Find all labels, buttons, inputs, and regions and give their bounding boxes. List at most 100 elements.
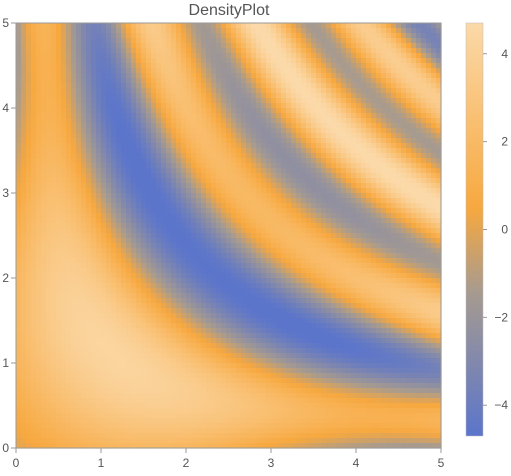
heat-cell [306,198,312,204]
heat-cell [246,228,252,234]
heat-cell [241,48,247,54]
heat-cell [171,338,177,344]
heat-cell [56,218,62,224]
heat-cell [296,153,302,159]
heat-cell [246,253,252,259]
heat-cell [191,338,197,344]
heat-cell [296,348,302,354]
heat-cell [201,238,207,244]
heat-cell [66,118,72,124]
heat-cell [241,128,247,134]
heat-cell [296,278,302,284]
heat-cell [151,138,157,144]
heat-cell [181,298,187,304]
heat-cell [236,278,242,284]
heat-cell [16,378,22,384]
heat-cell [251,58,257,64]
heat-cell [216,408,222,414]
heat-cell [196,413,202,419]
heat-cell [146,48,152,54]
heat-cell [16,103,22,109]
heat-cell [141,398,147,404]
heat-cell [306,303,312,309]
heat-cell [296,323,302,329]
heat-cell [196,148,202,154]
heat-cell [156,433,162,439]
heat-cell [286,248,292,254]
heat-cell [81,133,87,139]
heat-cell [216,208,222,214]
heat-cell [211,103,217,109]
heat-cell [206,328,212,334]
heat-cell [106,168,112,174]
heat-cell [251,303,257,309]
heat-cell [226,73,232,79]
heat-cell [201,198,207,204]
heat-cell [51,348,57,354]
heat-cell [61,333,67,339]
heat-cell [256,388,262,394]
heat-cell [156,253,162,259]
heat-cell [31,128,37,134]
heat-cell [26,378,32,384]
heat-cell [121,48,127,54]
heat-cell [276,128,282,134]
heat-cell [186,143,192,149]
heat-cell [66,128,72,134]
heat-cell [156,118,162,124]
heat-cell [21,43,27,49]
heat-cell [286,208,292,214]
heat-cell [186,293,192,299]
heat-cell [291,43,297,49]
heat-cell [116,133,122,139]
heat-cell [181,43,187,49]
heat-cell [186,108,192,114]
heat-cell [96,423,102,429]
heat-cell [306,263,312,269]
heat-cell [256,153,262,159]
heat-cell [116,113,122,119]
heat-cell [21,323,27,329]
heat-cell [81,123,87,129]
heat-cell [281,203,287,209]
heat-cell [151,208,157,214]
heat-cell [141,358,147,364]
heat-cell [251,188,257,194]
heat-cell [261,393,267,399]
heat-cell [66,428,72,434]
heat-cell [66,63,72,69]
heat-cell [16,238,22,244]
heat-cell [96,218,102,224]
heat-cell [51,413,57,419]
heat-cell [141,318,147,324]
heat-cell [181,128,187,134]
heat-cell [86,28,92,34]
heat-cell [26,218,32,224]
heat-cell [31,98,37,104]
heat-cell [221,153,227,159]
heat-cell [286,353,292,359]
heat-cell [291,293,297,299]
heat-cell [206,93,212,99]
heat-cell [186,213,192,219]
heat-cell [61,318,67,324]
heat-cell [141,328,147,334]
heat-cell [101,168,107,174]
heat-cell [171,268,177,274]
heat-cell [51,238,57,244]
heat-cell [51,183,57,189]
heat-cell [241,223,247,229]
heat-cell [61,118,67,124]
heat-cell [301,188,307,194]
heat-cell [266,353,272,359]
heat-cell [106,148,112,154]
heat-cell [131,413,137,419]
heat-cell [266,193,272,199]
heat-cell [201,273,207,279]
heat-cell [251,428,257,434]
heat-cell [221,183,227,189]
heat-cell [26,43,32,49]
heat-cell [156,98,162,104]
heat-cell [116,218,122,224]
heat-cell [271,378,277,384]
